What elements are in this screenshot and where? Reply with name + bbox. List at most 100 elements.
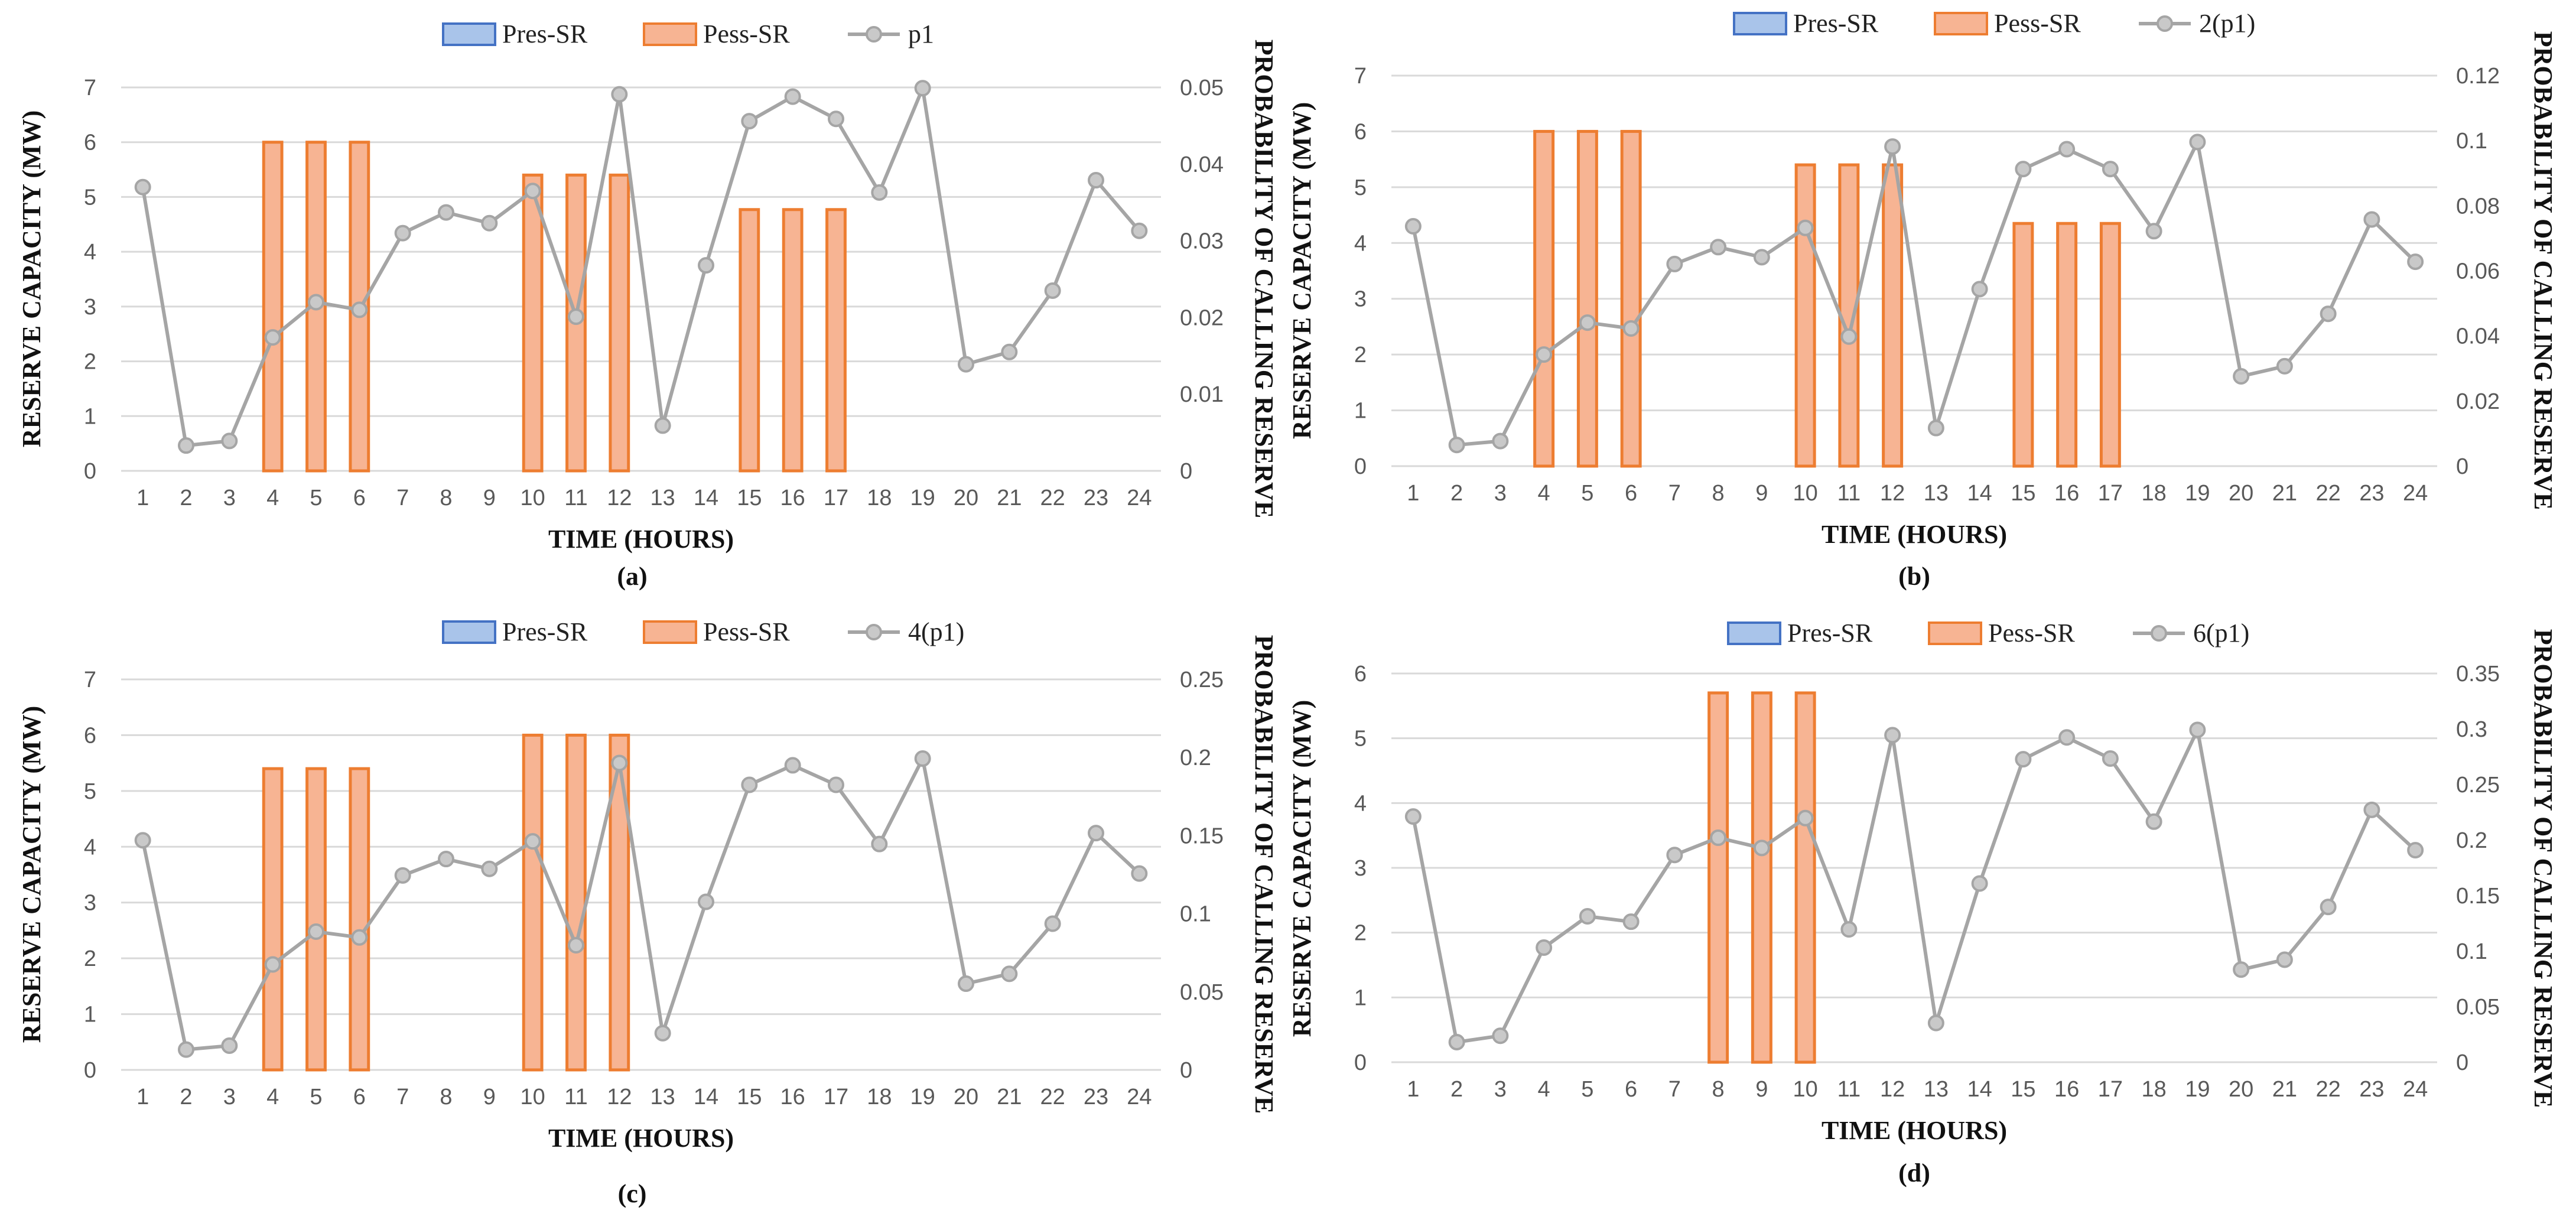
y-tick-label: 7	[84, 668, 96, 692]
legend-swatch-pess-sr	[643, 22, 697, 46]
x-tick-label: 15	[2011, 481, 2035, 506]
x-tick-label: 3	[223, 1085, 236, 1109]
x-tick-label: 18	[2141, 1077, 2166, 1102]
x-tick-label: 1	[136, 486, 149, 510]
x-tick-label: 5	[1581, 1077, 1593, 1102]
legend-swatch-pess-sr	[1934, 12, 1988, 35]
x-tick-label: 6	[1625, 1077, 1637, 1102]
legend-marker	[866, 624, 882, 640]
x-axis-title: TIME (HOURS)	[548, 525, 734, 554]
x-tick-label: 18	[867, 1085, 892, 1109]
line-point	[2058, 729, 2076, 746]
x-tick-label: 14	[694, 1085, 718, 1109]
x-tick-label: 12	[607, 486, 632, 510]
legend-label: Pess-SR	[703, 19, 790, 48]
y2-tick-label: 0.03	[1180, 229, 1224, 254]
y-tick-label: 7	[84, 76, 96, 100]
x-tick-label: 24	[2403, 1077, 2428, 1102]
x-tick-label: 10	[521, 486, 545, 510]
x-tick-label: 9	[1755, 1077, 1768, 1102]
x-tick-label: 11	[564, 1085, 587, 1109]
line-point	[828, 110, 844, 128]
legend-label: 2(p1)	[2199, 9, 2255, 38]
x-tick-label: 12	[1880, 481, 1905, 506]
line-point	[2189, 721, 2206, 738]
x-tick-label: 20	[2229, 1077, 2253, 1102]
legend-label: Pess-SR	[1988, 619, 2075, 647]
y-tick-label: 0	[84, 459, 96, 484]
x-tick-label: 7	[396, 1085, 409, 1109]
y2-tick-label: 0.2	[1180, 746, 1211, 770]
y2-tick-label: 0.02	[2456, 389, 2500, 414]
line-point	[741, 113, 758, 130]
y-tick-label: 2	[1354, 921, 1367, 946]
y2-tick-label: 0.2	[2456, 828, 2487, 853]
line-point	[264, 956, 281, 973]
x-tick-label: 3	[1494, 481, 1507, 506]
x-tick-label: 22	[2315, 481, 2340, 506]
x-axis-title: TIME (HOURS)	[1822, 520, 2007, 549]
x-tick-label: 10	[521, 1085, 545, 1109]
legend: Pres-SR Pess-SR 4(p1)	[442, 617, 964, 646]
line-point	[134, 832, 151, 849]
line-point	[481, 214, 498, 232]
y-tick-label: 5	[1354, 175, 1367, 200]
line-point	[1884, 138, 1901, 155]
x-tick-label: 5	[1581, 481, 1593, 506]
line-point	[871, 835, 888, 852]
y2-tick-label: 0.04	[1180, 152, 1224, 177]
line-point	[2320, 899, 2337, 916]
line-point	[1840, 921, 1858, 938]
bar-pess-sr	[305, 767, 327, 1072]
y-tick-label: 1	[84, 1003, 96, 1027]
x-tick-label: 22	[1040, 486, 1065, 510]
line-point	[1001, 965, 1018, 982]
x-tick-label: 23	[1084, 486, 1108, 510]
line-point	[698, 257, 714, 274]
x-tick-label: 7	[396, 486, 409, 510]
bar-pess-sr	[2056, 222, 2078, 468]
line-point	[1088, 825, 1104, 842]
x-tick-label: 17	[2098, 1077, 2123, 1102]
bar-pess-sr	[1533, 129, 1555, 468]
y-tick-label: 3	[84, 295, 96, 320]
y2-axis-title: PROBABILITY OF CALLING RESERVE	[1250, 635, 1279, 1114]
line-point	[2102, 750, 2119, 767]
line-point	[1797, 219, 1814, 236]
line-point	[1536, 346, 1553, 363]
x-tick-label: 19	[2185, 481, 2210, 506]
x-tick-label: 4	[266, 486, 279, 510]
line-point	[2015, 751, 2032, 768]
y2-tick-label: 0.25	[2456, 773, 2500, 798]
line-point	[784, 757, 801, 774]
line-point	[2276, 951, 2293, 968]
y2-axis-title: PROBABILITY OF CALLING RESERVE	[2529, 629, 2558, 1108]
y2-tick-label: 0.05	[1180, 76, 1224, 100]
bar-pess-sr	[1576, 129, 1598, 468]
y-tick-label: 1	[1354, 985, 1367, 1010]
x-tick-label: 23	[2359, 481, 2384, 506]
x-tick-label: 1	[1407, 1077, 1419, 1102]
line-point	[394, 224, 411, 242]
y2-tick-label: 0	[2456, 1050, 2468, 1075]
line-point	[1001, 343, 1018, 360]
y2-tick-label: 0.1	[1180, 902, 1211, 927]
legend-swatch-pres-sr	[1727, 621, 1781, 645]
x-tick-label: 13	[650, 486, 675, 510]
x-tick-label: 17	[824, 1085, 848, 1109]
legend-label: Pres-SR	[502, 19, 588, 48]
x-tick-label: 16	[2054, 1077, 2079, 1102]
line-point	[221, 1037, 238, 1055]
y2-tick-label: 0.1	[2456, 129, 2487, 154]
y-tick-label: 2	[84, 946, 96, 971]
legend-swatch-pess-sr	[1928, 621, 1982, 645]
x-tick-label: 1	[1407, 481, 1419, 506]
x-tick-label: 13	[1924, 1077, 1949, 1102]
x-tick-label: 8	[440, 486, 452, 510]
line-point	[2102, 161, 2119, 178]
x-tick-label: 4	[1538, 1077, 1550, 1102]
y2-tick-label: 0.15	[1180, 824, 1224, 848]
y2-tick-label: 0.3	[2456, 717, 2487, 742]
